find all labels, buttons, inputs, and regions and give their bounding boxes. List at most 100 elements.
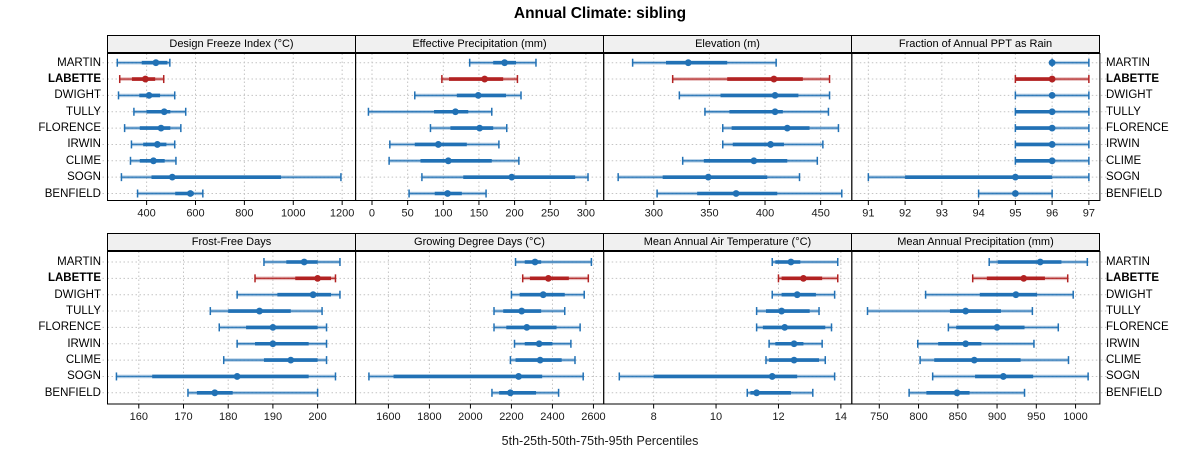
- axis-tick-label: 2600: [581, 411, 605, 423]
- series-label-right-benfield: BENFIELD: [1106, 386, 1163, 399]
- series-label-right-dwight: DWIGHT: [1106, 89, 1153, 102]
- series-label-left-benfield: BENFIELD: [44, 386, 101, 399]
- median-dot: [141, 75, 149, 83]
- median-dot: [501, 59, 509, 67]
- median-dot: [535, 340, 543, 348]
- series-label-right-martin: MARTIN: [1106, 56, 1150, 69]
- median-dot: [300, 258, 308, 266]
- median-dot: [150, 157, 157, 165]
- median-dot: [157, 124, 165, 132]
- panel-header-effective-precipitation: Effective Precipitation (mm): [355, 35, 604, 53]
- median-dot: [168, 173, 176, 181]
- median-dot: [732, 190, 740, 197]
- axis-tick-label: 50: [402, 208, 414, 220]
- median-dot: [287, 356, 295, 364]
- axis-tick-label: 200: [505, 208, 523, 220]
- median-dot: [152, 59, 160, 67]
- median-dot: [793, 291, 801, 299]
- axis-tick-label: 1000: [1063, 411, 1087, 423]
- series-label-right-labette: LABETTE: [1106, 73, 1160, 86]
- median-dot: [781, 324, 789, 331]
- panel-strip-row-bottom: Frost-Free Days Growing Degree Days (°C)…: [107, 233, 1100, 251]
- series-label-right-florence: FLORENCE: [1106, 321, 1169, 334]
- series-label-left-clime: CLIME: [65, 154, 101, 167]
- axis-tick-label: 750: [870, 411, 888, 423]
- series-label-right-clime: CLIME: [1106, 354, 1142, 367]
- axis-tick-label: 96: [1046, 208, 1058, 220]
- axis-tick-label: 93: [936, 208, 948, 220]
- median-dot: [1048, 124, 1056, 132]
- median-dot: [476, 124, 484, 132]
- median-dot: [704, 173, 712, 181]
- median-dot: [1048, 141, 1056, 148]
- median-dot: [518, 307, 526, 315]
- series-label-left-tully: TULLY: [66, 305, 101, 318]
- median-dot: [444, 157, 452, 165]
- median-dot: [256, 307, 263, 315]
- series-label-left-dwight: DWIGHT: [54, 288, 101, 301]
- series-label-right-tully: TULLY: [1106, 105, 1141, 118]
- median-dot: [1048, 108, 1056, 116]
- series-label-left-sogn: SOGN: [67, 370, 101, 383]
- series-label-right-dwight: DWIGHT: [1106, 288, 1153, 301]
- panel-header-fraction-ppt-rain: Fraction of Annual PPT as Rain: [851, 35, 1100, 53]
- figure-title: Annual Climate: sibling: [513, 5, 687, 22]
- median-dot: [1011, 173, 1019, 181]
- panel-border: [851, 251, 1101, 405]
- percentiles-caption: 5th-25th-50th-75th-95th Percentiles: [501, 434, 699, 448]
- median-dot: [523, 324, 531, 331]
- axis-tick-label: 1600: [376, 411, 400, 423]
- median-dot: [508, 173, 516, 181]
- axis-tick-label: 1200: [330, 208, 354, 220]
- median-dot: [684, 59, 692, 67]
- median-dot: [539, 291, 547, 299]
- axis-tick-label: 12: [772, 411, 784, 423]
- axis-tick-label: 94: [972, 208, 984, 220]
- axis-tick-label: 10: [710, 411, 722, 423]
- series-label-right-sogn: SOGN: [1106, 370, 1140, 383]
- series-label-left-benfield: BENFIELD: [44, 187, 101, 200]
- axis-tick-label: 14: [835, 411, 847, 423]
- series-label-right-sogn: SOGN: [1106, 171, 1140, 184]
- median-dot: [1012, 291, 1020, 299]
- panel-header-elevation: Elevation (m): [603, 35, 852, 53]
- axis-tick-label: 950: [1027, 411, 1045, 423]
- median-dot: [452, 108, 459, 116]
- series-label-left-martin: MARTIN: [57, 56, 101, 69]
- median-dot: [269, 324, 277, 331]
- series-label-left-martin: MARTIN: [57, 256, 101, 268]
- median-dot: [544, 274, 552, 282]
- median-dot: [970, 356, 978, 364]
- axis-tick-label: 8: [651, 411, 657, 423]
- median-dot: [790, 356, 798, 364]
- median-dot: [999, 373, 1007, 380]
- median-dot: [1011, 190, 1019, 197]
- median-dot: [515, 373, 523, 380]
- median-dot: [233, 373, 241, 380]
- median-dot: [1048, 75, 1056, 83]
- panel-header-design-freeze-index: Design Freeze Index (°C): [107, 35, 356, 53]
- median-dot: [768, 373, 776, 380]
- axis-tick-label: 97: [1083, 208, 1095, 220]
- median-dot: [962, 340, 970, 348]
- median-dot: [767, 141, 774, 148]
- series-label-right-tully: TULLY: [1106, 305, 1141, 318]
- series-label-right-martin: MARTIN: [1106, 256, 1150, 268]
- panel-header-mean-annual-precipitation: Mean Annual Precipitation (mm): [851, 233, 1100, 251]
- axis-tick-label: 91: [862, 208, 874, 220]
- median-dot: [145, 92, 153, 99]
- median-dot: [434, 141, 442, 148]
- median-dot: [1048, 59, 1056, 67]
- axis-tick-label: 180: [219, 411, 237, 423]
- median-dot: [153, 141, 161, 148]
- axis-tick-label: 2400: [540, 411, 564, 423]
- axis-tick-label: 850: [949, 411, 967, 423]
- axis-tick-label: 900: [988, 411, 1006, 423]
- median-dot: [783, 124, 791, 132]
- median-dot: [1020, 274, 1028, 282]
- axis-tick-label: 300: [645, 208, 663, 220]
- series-label-left-sogn: SOGN: [67, 171, 101, 184]
- median-dot: [309, 291, 317, 299]
- axis-tick-label: 150: [470, 208, 488, 220]
